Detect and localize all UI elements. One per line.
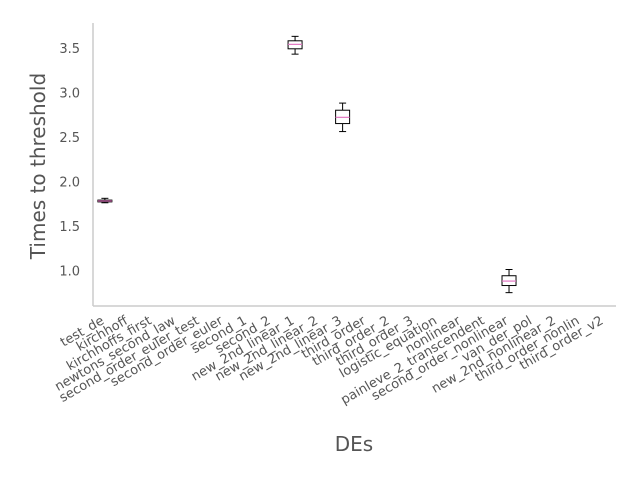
box-new_2nd_linear_3 [335, 102, 351, 133]
y-tick-label: 1.5 [59, 220, 80, 235]
x-axis-title: DEs [335, 432, 373, 456]
y-tick-label: 1.0 [59, 264, 80, 279]
box-second_order_nonlinear [501, 269, 517, 294]
y-tick-label: 2.5 [59, 131, 80, 146]
box-new_2nd_linear_1 [287, 35, 303, 55]
y-tick-label: 2.0 [59, 175, 80, 190]
y-tick-label: 3.5 [59, 42, 80, 57]
y-axis-title: Times to threshold [26, 73, 50, 260]
box-series [97, 35, 517, 294]
y-tick-label: 3.0 [59, 86, 80, 101]
x-axis: test_dekirchhoffkirchhoffs_firstnewtons_… [52, 305, 616, 408]
y-axis: 1.0 1.5 2.0 2.5 3.0 3.5 [59, 23, 94, 306]
box-test_de [97, 197, 113, 204]
